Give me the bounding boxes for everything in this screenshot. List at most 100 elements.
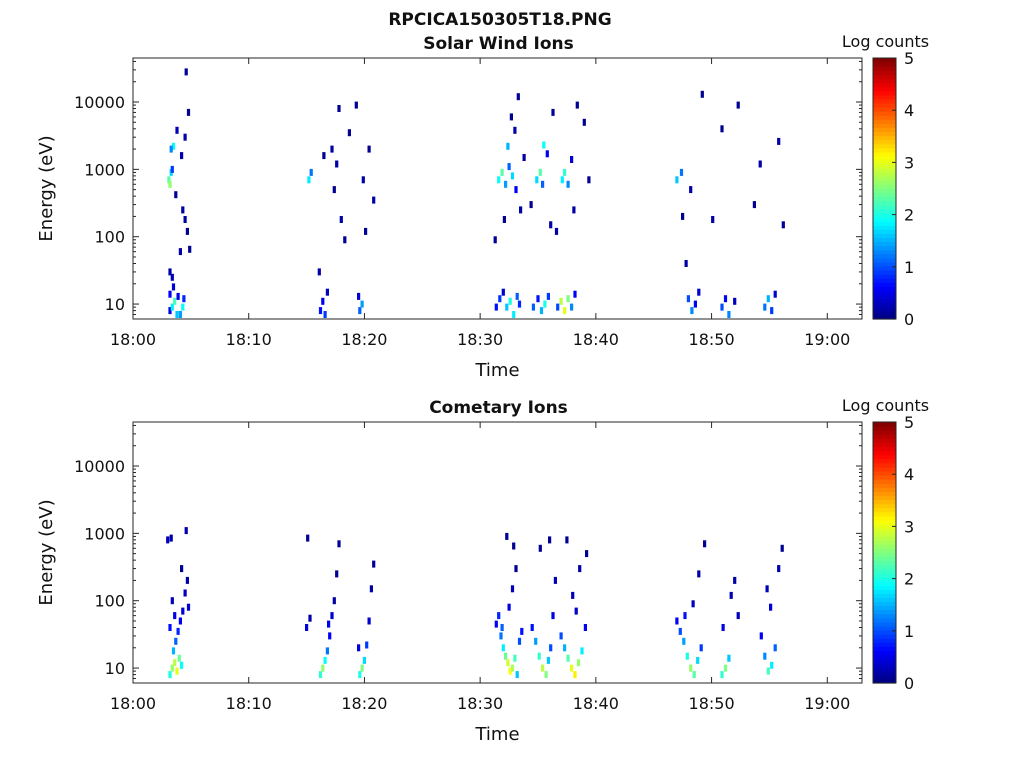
plot-frame bbox=[132, 57, 863, 320]
heatmap-cell bbox=[360, 300, 364, 308]
x-tick-label: 19:00 bbox=[804, 694, 850, 713]
heatmap-cell bbox=[188, 245, 192, 253]
heatmap-cell bbox=[571, 591, 575, 599]
y-tick-label: 1000 bbox=[84, 160, 125, 179]
heatmap-cell bbox=[729, 591, 733, 599]
colorbar-segment bbox=[873, 470, 896, 476]
heatmap-cell bbox=[504, 652, 508, 660]
heatmap-cell bbox=[173, 659, 177, 667]
colorbar-segment bbox=[873, 74, 896, 79]
plot-frame bbox=[132, 421, 863, 684]
colorbar-segment bbox=[873, 483, 896, 488]
y-tick-label: 100 bbox=[94, 228, 125, 247]
heatmap-cell bbox=[335, 160, 339, 168]
heatmap-cell bbox=[178, 617, 182, 625]
heatmap-cell bbox=[563, 168, 567, 176]
colorbar-segment bbox=[873, 475, 896, 480]
colorbar-segment bbox=[873, 253, 896, 259]
heatmap-cell bbox=[367, 145, 371, 153]
colorbar-segment bbox=[873, 560, 896, 566]
heatmap-cell bbox=[175, 311, 179, 318]
colorbar-segment bbox=[873, 519, 896, 525]
heatmap-cell bbox=[361, 176, 365, 184]
heatmap-cell bbox=[186, 108, 191, 116]
heatmap-cell bbox=[178, 311, 182, 318]
colorbar-segment bbox=[873, 585, 896, 590]
heatmap-cell bbox=[343, 236, 347, 244]
heatmap-cell bbox=[543, 300, 547, 308]
colorbar-segment bbox=[873, 495, 896, 501]
heatmap-cell bbox=[174, 191, 178, 199]
colorbar-segment bbox=[873, 507, 896, 513]
colorbar-segment bbox=[873, 70, 896, 75]
heatmap-cell bbox=[773, 644, 777, 652]
colorbar-segment bbox=[873, 479, 896, 484]
heatmap-cell bbox=[516, 93, 520, 101]
colorbar-segment bbox=[873, 192, 896, 198]
colorbar-segment bbox=[873, 503, 896, 509]
x-tick-label: 18:50 bbox=[689, 694, 735, 713]
heatmap-cell bbox=[327, 620, 331, 628]
heatmap-cell bbox=[308, 614, 312, 622]
heatmap-cell bbox=[536, 295, 540, 303]
colorbar-segment bbox=[873, 286, 896, 292]
heatmap-cell bbox=[178, 248, 182, 256]
heatmap-cell bbox=[505, 303, 509, 311]
colorbar-segment bbox=[873, 572, 896, 578]
colorbar-segment bbox=[873, 589, 896, 594]
figure-title: RPCICA150305T18.PNG bbox=[388, 10, 611, 30]
heatmap-cell bbox=[519, 206, 523, 214]
colorbar-segment bbox=[873, 430, 896, 435]
colorbar-segment bbox=[873, 155, 896, 161]
heatmap-cell bbox=[372, 196, 376, 204]
colorbar-segment bbox=[873, 265, 896, 271]
colorbar-tick-label: 5 bbox=[904, 413, 914, 432]
colorbar-segment bbox=[873, 617, 896, 623]
heatmap-cell bbox=[575, 101, 579, 109]
heatmap-cell bbox=[168, 180, 172, 188]
heatmap-cell bbox=[181, 607, 185, 615]
x-tick-label: 18:30 bbox=[457, 694, 503, 713]
colorbar-segment bbox=[873, 66, 896, 71]
colorbar-segment bbox=[873, 422, 896, 427]
colorbar-tick-label: 3 bbox=[904, 517, 914, 536]
colorbar-tick-label: 4 bbox=[904, 101, 914, 120]
heatmap-cell bbox=[689, 664, 693, 672]
heatmap-cell bbox=[559, 297, 563, 305]
heatmap-cell bbox=[551, 612, 555, 620]
colorbar-segment bbox=[873, 143, 896, 149]
heatmap-cell bbox=[171, 283, 176, 291]
colorbar-segment bbox=[873, 102, 896, 108]
heatmap-cell bbox=[186, 603, 191, 611]
heatmap-cell bbox=[727, 654, 731, 662]
y-tick-label: 10 bbox=[105, 659, 125, 678]
heatmap-cell bbox=[773, 290, 777, 298]
heatmap-cell bbox=[182, 295, 186, 303]
heatmap-cell bbox=[703, 540, 707, 548]
heatmap-cell bbox=[170, 303, 174, 311]
heatmap-cell bbox=[723, 295, 728, 303]
panel-solar-wind-ions: 18:00 18:10 18:20 18:30 18:40 18:50 19:0010100… bbox=[36, 32, 929, 381]
colorbar-segment bbox=[873, 540, 896, 545]
colorbar-segment bbox=[873, 597, 896, 603]
colorbar-segment bbox=[873, 106, 896, 112]
colorbar-segment bbox=[873, 98, 896, 104]
heatmap-cell bbox=[177, 654, 181, 662]
heatmap-cell bbox=[546, 656, 550, 664]
colorbar-segment bbox=[873, 670, 896, 676]
heatmap-cell bbox=[517, 637, 522, 645]
heatmap-cell bbox=[678, 627, 682, 635]
heatmap-cell bbox=[765, 585, 769, 593]
heatmap-cell bbox=[180, 661, 184, 669]
colorbar-segment bbox=[873, 666, 896, 672]
colorbar-segment bbox=[873, 650, 896, 656]
heatmap-cell bbox=[362, 656, 366, 664]
panel-cometary-ions: 18:00 18:10 18:20 18:30 18:40 18:50 19:0010100… bbox=[36, 396, 929, 745]
heatmap-cell bbox=[769, 603, 773, 611]
heatmap-cell bbox=[570, 664, 574, 672]
colorbar-segment bbox=[873, 135, 896, 141]
heatmap-cell bbox=[531, 303, 535, 311]
heatmap-cell bbox=[507, 603, 511, 611]
heatmap-cell bbox=[505, 532, 509, 540]
